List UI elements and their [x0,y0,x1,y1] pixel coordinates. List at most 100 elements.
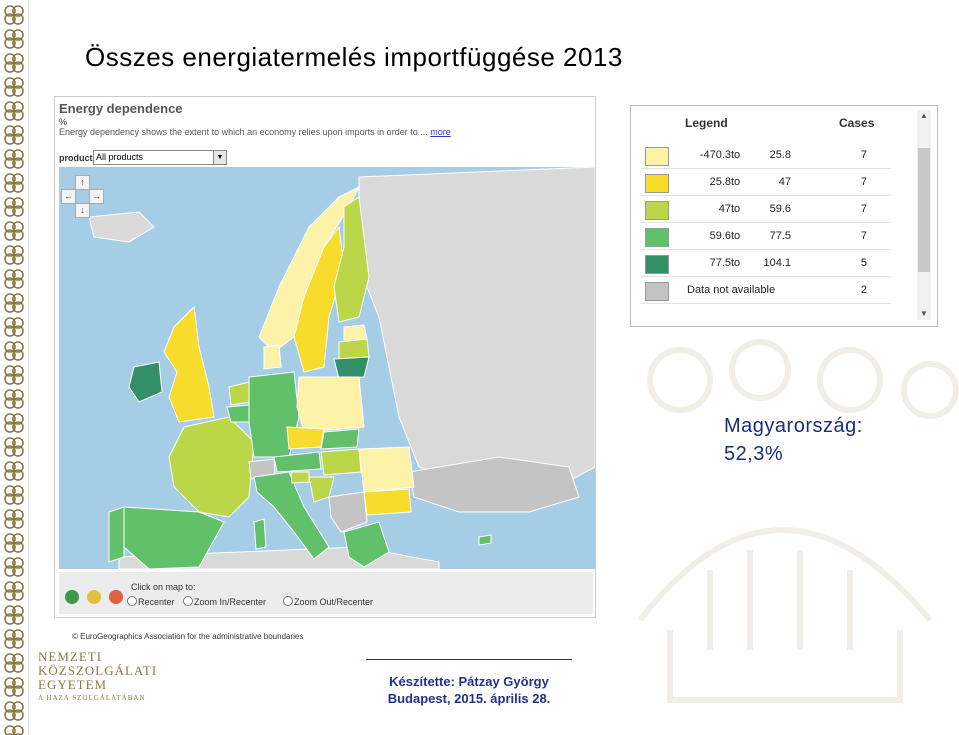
ornament-knot-icon [4,533,24,553]
scroll-thumb[interactable] [918,148,930,272]
product-select[interactable]: All products ▼ [93,150,227,165]
zoom-in-icon[interactable] [87,590,101,604]
slide-title: Összes energiatermelés importfüggése 201… [85,42,623,72]
legend-cases: 7 [860,176,867,188]
radio-zoom-in-label: Zoom In/Recenter [194,597,267,607]
radio-circle-icon [283,596,293,606]
sardinia [253,518,267,550]
radio-circle-icon [127,596,137,606]
italy [253,471,330,560]
turkey [408,456,580,513]
ornament-knot-icon [4,365,24,385]
pan-left-button[interactable]: ← [61,189,76,204]
legend-row: 77.5 to 104.1 5 [641,250,891,277]
university-crest-watermark [637,339,959,703]
credit-date: Budapest, 2015. április 28. [387,691,551,706]
bulgaria [363,488,412,516]
legend-row: 25.8 to 47 7 [641,169,891,196]
legend-na-label: Data not available [687,284,776,296]
zoom-out-icon[interactable] [109,590,123,604]
legend-to: 59.6 [769,203,791,215]
legend-swatch [645,255,669,274]
pan-up-button[interactable]: ↑ [75,175,90,190]
legend-row: 59.6 to 77.5 7 [641,223,891,250]
legend-to: 25.8 [769,149,791,161]
globe-icon[interactable] [65,590,79,604]
denmark [263,344,282,370]
legend-panel: Legend Cases -470.3 to 25.8 7 25.8 to 47 7 47 to 5… [630,105,938,327]
czech-republic [286,426,325,450]
ornament-knot-icon [4,557,24,577]
europe-map[interactable]: ↑ ← → ↓ [59,166,596,570]
ornament-knot-icon [4,437,24,457]
logo-tagline: A HAZA SZOLGÁLATÁBAN [38,694,146,702]
scroll-up-icon[interactable]: ▲ [920,111,928,120]
europe-map-svg [88,166,596,570]
radio-recenter-label: Recenter [138,597,175,607]
map-title: Energy dependence [59,101,183,116]
netherlands [228,381,252,406]
ornament-knot-icon [4,5,24,25]
ornament-knot-icon [4,725,24,735]
legend-header: Legend [685,116,728,130]
pan-down-button[interactable]: ↓ [75,203,90,218]
greece [343,521,390,568]
radio-zoom-in[interactable]: Zoom In/Recenter [183,596,266,607]
hungary [320,448,362,476]
ornament-knot-icon [4,221,24,241]
ornament-knot-icon [4,101,24,121]
ornament-knot-icon [4,269,24,289]
ornament-knot-icon [4,413,24,433]
legend-swatch [645,228,669,247]
credit-divider [366,659,572,660]
radio-circle-icon [183,596,193,606]
legend-from: 47 [718,203,731,215]
legend-swatch [645,282,669,301]
ornament-knot-icon [4,389,24,409]
more-link[interactable]: more [430,127,451,137]
ornament-knot-icon [4,125,24,145]
poland [296,376,365,433]
legend-from: 59.6 [709,230,731,242]
ornament-knot-icon [4,77,24,97]
chevron-down-icon: ▼ [213,151,226,164]
legend-swatch [645,174,669,193]
ornament-knot-icon [4,197,24,217]
legend-row: 47 to 59.6 7 [641,196,891,223]
hungary-value: 52,3% [724,443,784,465]
western-balkans [328,491,368,533]
hungary-label: Magyarország: [724,415,863,437]
portugal [108,506,125,563]
ornament-knot-icon [4,341,24,361]
ornament-knot-icon [4,245,24,265]
logo-line-2: KÖZSZOLGÁLATI [38,663,158,678]
ornament-knot-icon [4,149,24,169]
ornament-knot-icon [4,509,24,529]
legend-to: 47 [778,176,791,188]
product-label: product [59,153,93,163]
ornament-knot-icon [4,701,24,721]
legend-row-na: Data not available 2 [641,277,891,304]
legend-scrollbar[interactable]: ▲ ▼ [917,110,931,320]
legend-to-word: to [731,230,741,242]
click-on-map-label: Click on map to: [131,582,196,592]
ireland [128,361,163,403]
legend-cases: 7 [860,149,867,161]
slovenia [290,471,310,484]
legend-swatch [645,147,669,166]
radio-recenter[interactable]: Recenter [127,596,175,607]
belgium [226,404,252,423]
ornament-knot-icon [4,317,24,337]
finland [333,196,370,323]
legend-to-word: to [731,203,741,215]
legend-from: 25.8 [709,176,731,188]
ornament-border [0,0,29,735]
scroll-down-icon[interactable]: ▼ [920,309,928,318]
logo-line-1: NEMZETI [38,649,103,664]
radio-zoom-out[interactable]: Zoom Out/Recenter [283,596,373,607]
iceland [88,211,155,243]
cases-header: Cases [839,116,875,130]
ornament-knot-icon [4,293,24,313]
legend-cases: 7 [860,230,867,242]
pan-right-button[interactable]: → [89,189,104,204]
